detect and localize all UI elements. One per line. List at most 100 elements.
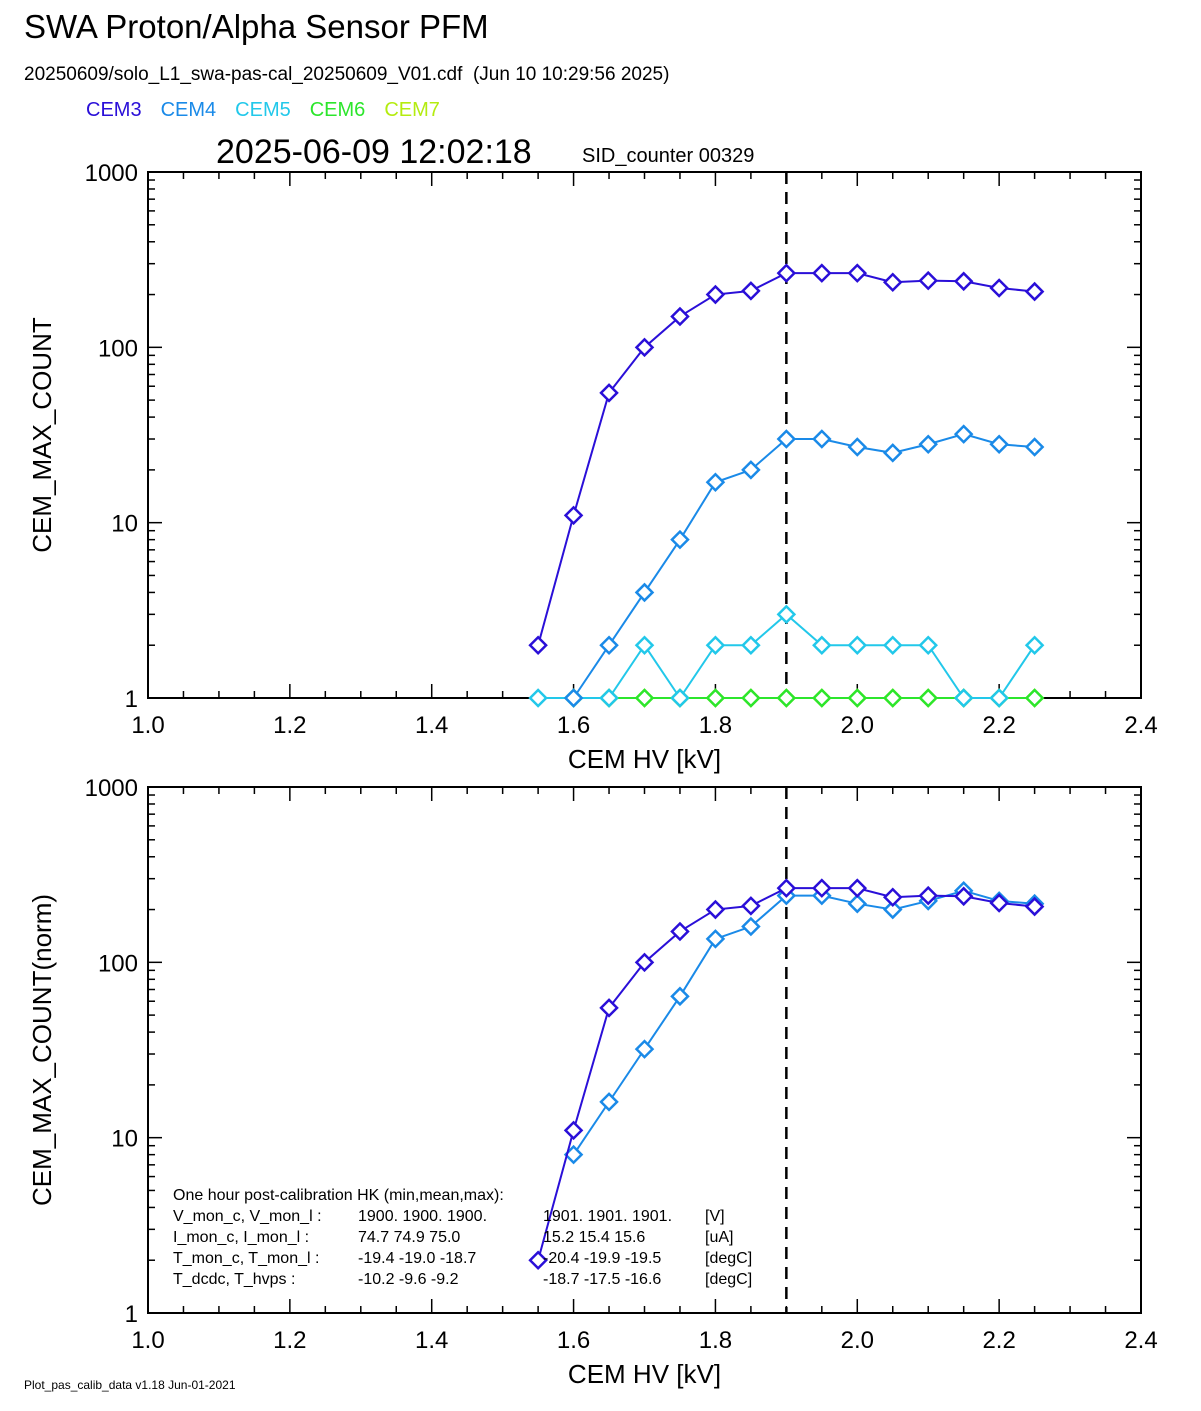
series-cem5 (528, 604, 1045, 708)
data-point (670, 986, 690, 1007)
data-point (776, 429, 797, 449)
data-point (989, 688, 1009, 708)
data-point (776, 263, 797, 283)
data-point (1024, 635, 1045, 655)
data-point (670, 529, 690, 550)
y-axis-label: CEM_MAX_COUNT(norm) (27, 894, 57, 1206)
x-axis-label: CEM HV [kV] (568, 1359, 721, 1389)
data-point (882, 899, 903, 920)
hk-row-values-c: 74.7 74.9 75.0 (358, 1229, 460, 1246)
data-point (634, 337, 655, 358)
data-point (528, 688, 548, 708)
data-point (812, 429, 832, 449)
data-point (705, 284, 726, 305)
x-tick-label: 2.2 (982, 1327, 1015, 1354)
data-point (882, 688, 903, 708)
data-point (705, 899, 726, 920)
y-tick-label: 10 (111, 511, 138, 538)
data-point (528, 635, 548, 655)
data-point (634, 635, 655, 655)
hk-row-values-l: -18.7 -17.5 -16.6 (543, 1271, 661, 1288)
data-point (634, 688, 655, 708)
hk-row-label: V_mon_c, V_mon_l : (173, 1208, 322, 1225)
series-line (572, 433, 1035, 699)
data-point (989, 434, 1009, 455)
legend: CEM3 CEM4 CEM5 CEM6 CEM7 (86, 99, 459, 122)
data-point (599, 383, 619, 403)
series-line (572, 889, 1035, 1156)
data-point (812, 635, 832, 655)
hk-row-values-l: -20.4 -19.9 -19.5 (543, 1250, 661, 1267)
data-point (847, 437, 868, 457)
data-point (812, 688, 832, 708)
hk-row-unit: [degC] (705, 1250, 752, 1267)
hk-row-label: I_mon_c, I_mon_l : (173, 1229, 309, 1246)
data-point (599, 635, 619, 655)
y-tick-label: 1000 (85, 160, 138, 187)
hk-row-values-c: -10.2 -9.6 -9.2 (358, 1271, 459, 1288)
data-point (670, 306, 690, 327)
data-point (953, 424, 974, 444)
series-cem4 (563, 880, 1045, 1165)
data-point (634, 952, 655, 973)
data-point (953, 688, 974, 708)
data-point (882, 272, 903, 293)
data-point (918, 885, 938, 906)
hk-row-label: T_mon_c, T_mon_l : (173, 1250, 319, 1267)
data-point (563, 688, 584, 708)
x-tick-label: 2.0 (841, 712, 874, 739)
data-point (989, 893, 1009, 913)
x-tick-label: 2.2 (982, 712, 1015, 739)
series-cem3 (528, 878, 1045, 1270)
series-cem3 (528, 263, 1045, 655)
plot-frame (147, 171, 1142, 699)
data-point (741, 460, 761, 480)
data-point (776, 604, 797, 625)
x-tick-label: 1.2 (273, 1327, 306, 1354)
data-point (634, 1039, 655, 1059)
data-point (1024, 281, 1045, 302)
footer-version: Plot_pas_calib_data v1.18 Jun-01-2021 (24, 1378, 236, 1392)
data-point (741, 916, 761, 937)
x-tick-label: 1.4 (415, 1327, 448, 1354)
legend-entry-cem3: CEM3 (86, 99, 142, 121)
hk-row-label: T_dcdc, T_hvps : (173, 1271, 295, 1288)
plot-2: 1.0 1.2 1.4 1.6 1.8 2.0 2.2 2.4 1 10 100 1000 CEM HV… (27, 775, 1158, 1389)
data-point (882, 887, 903, 908)
x-tick-label: 1.0 (131, 712, 164, 739)
x-axis-label: CEM HV [kV] (568, 744, 721, 774)
data-point (599, 1092, 619, 1112)
data-point (882, 443, 903, 463)
data-point (634, 582, 655, 603)
data-point (776, 878, 797, 898)
data-point (599, 998, 619, 1018)
data-point (705, 929, 726, 949)
data-point (741, 281, 761, 301)
sid-counter: SID_counter 00329 (582, 145, 755, 167)
y-tick-label: 1000 (85, 775, 138, 802)
hk-row-values-l: 1901. 1901. 1901. (543, 1208, 672, 1225)
x-tick-label: 1.8 (699, 712, 732, 739)
hk-annotation: One hour post-calibration HK (min,mean,m… (173, 1187, 752, 1288)
data-point (918, 270, 938, 291)
legend-entry-cem5: CEM5 (235, 99, 291, 121)
x-tick-label: 2.0 (841, 1327, 874, 1354)
hk-row-unit: [V] (705, 1208, 725, 1225)
plot-1: 1.0 1.2 1.4 1.6 1.8 2.0 2.2 2.4 1 10 100 1000 CEM HV… (27, 160, 1158, 774)
data-point (670, 921, 690, 942)
data-point (953, 271, 974, 292)
data-point (705, 688, 726, 708)
data-point (705, 472, 726, 493)
data-point (741, 635, 761, 655)
series-cem4 (563, 424, 1045, 708)
data-point (528, 1250, 548, 1270)
data-point (953, 886, 974, 907)
x-tick-label: 1.0 (131, 1327, 164, 1354)
data-point (918, 635, 938, 655)
hk-row-values-c: 1900. 1900. 1900. (358, 1208, 487, 1225)
y-tick-label: 100 (98, 950, 138, 977)
x-tick-label: 2.4 (1124, 712, 1157, 739)
y-tick-label: 10 (111, 1126, 138, 1153)
data-point (847, 635, 868, 655)
